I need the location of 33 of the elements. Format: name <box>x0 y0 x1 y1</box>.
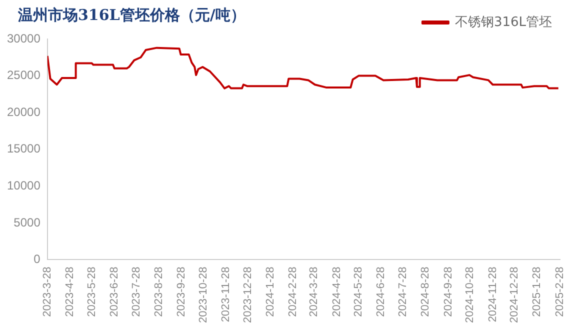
x-tick-label: 2024-7-28 <box>397 266 410 317</box>
y-tick-label: 25000 <box>6 68 41 82</box>
x-tick-label: 2024-8-28 <box>420 266 432 317</box>
x-tick-label: 2023-6-28 <box>108 266 120 317</box>
y-tick-label: 10000 <box>6 178 41 192</box>
x-tick-label: 2024-11-28 <box>486 266 499 322</box>
x-tick-label: 2025-2-28 <box>554 266 566 317</box>
x-tick-label: 2024-3-28 <box>308 266 320 317</box>
x-tick-label: 2023-8-28 <box>152 266 165 317</box>
x-tick-label: 2024-6-28 <box>375 266 388 317</box>
x-tick-label: 2025-1-28 <box>531 266 544 317</box>
y-tick-label: 0 <box>34 252 41 266</box>
x-tick-label: 2024-10-28 <box>464 266 476 324</box>
x-tick-label: 2023-12-28 <box>242 266 254 324</box>
chart-title: 温州市场316L管坯价格（元/吨） <box>18 6 246 25</box>
y-tick-label: 15000 <box>6 142 41 156</box>
x-tick-label: 2024-9-28 <box>442 266 454 317</box>
x-tick-label: 2024-4-28 <box>330 266 343 317</box>
x-tick-label: 2023-3-28 <box>41 266 54 317</box>
x-tick-label: 2024-12-28 <box>508 266 521 324</box>
legend-label: 不锈钢316L管坯 <box>454 14 552 30</box>
x-tick-label: 2023-10-28 <box>197 266 210 324</box>
x-tick-label: 2024-2-28 <box>287 266 300 317</box>
y-tick-label: 30000 <box>6 31 41 46</box>
x-tick-label: 2023-9-28 <box>176 266 188 317</box>
x-tick-label: 2023-5-28 <box>86 266 98 317</box>
x-tick-label: 2024-1-28 <box>264 266 276 317</box>
x-tick-label: 2024-5-28 <box>352 266 365 317</box>
y-tick-label: 20000 <box>6 104 41 119</box>
x-tick-label: 2023-11-28 <box>220 266 232 322</box>
x-tick-label: 2023-7-28 <box>130 266 142 317</box>
x-tick-label: 2023-4-28 <box>64 266 76 317</box>
y-tick-label: 5000 <box>14 215 41 230</box>
